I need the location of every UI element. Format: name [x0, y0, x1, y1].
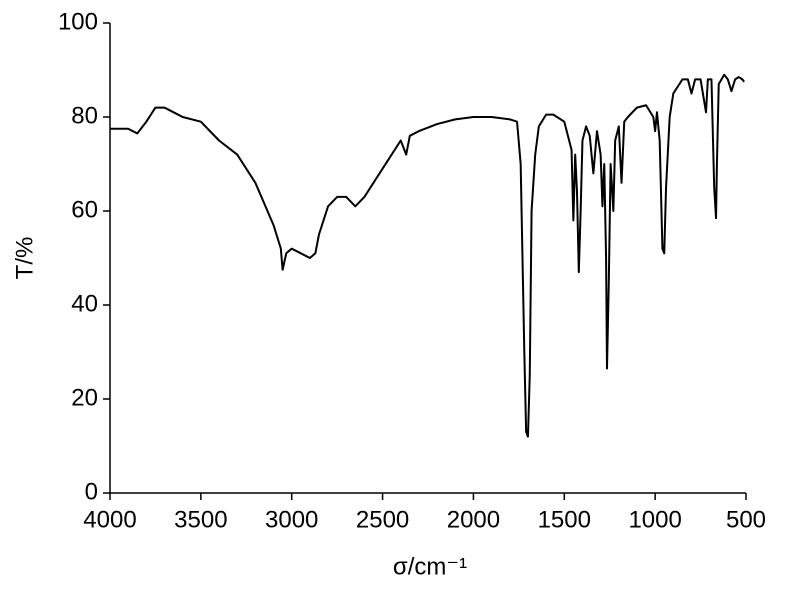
y-axis-label: T/% — [11, 237, 38, 280]
x-tick-label: 2500 — [356, 506, 409, 533]
x-tick-label: 1000 — [628, 506, 681, 533]
y-tick-label: 80 — [71, 102, 98, 129]
y-tick-label: 100 — [58, 8, 98, 35]
y-tick-label: 60 — [71, 196, 98, 223]
x-tick-label: 1500 — [538, 506, 591, 533]
x-axis-label: σ/cm⁻¹ — [393, 553, 467, 580]
x-tick-label: 3000 — [265, 506, 318, 533]
y-tick-label: 20 — [71, 384, 98, 411]
y-tick-label: 0 — [85, 478, 98, 505]
x-tick-label: 500 — [726, 506, 766, 533]
x-tick-label: 4000 — [83, 506, 136, 533]
x-tick-label: 2000 — [447, 506, 500, 533]
y-tick-label: 40 — [71, 290, 98, 317]
x-tick-label: 3500 — [174, 506, 227, 533]
spectrum-line — [110, 73, 745, 438]
